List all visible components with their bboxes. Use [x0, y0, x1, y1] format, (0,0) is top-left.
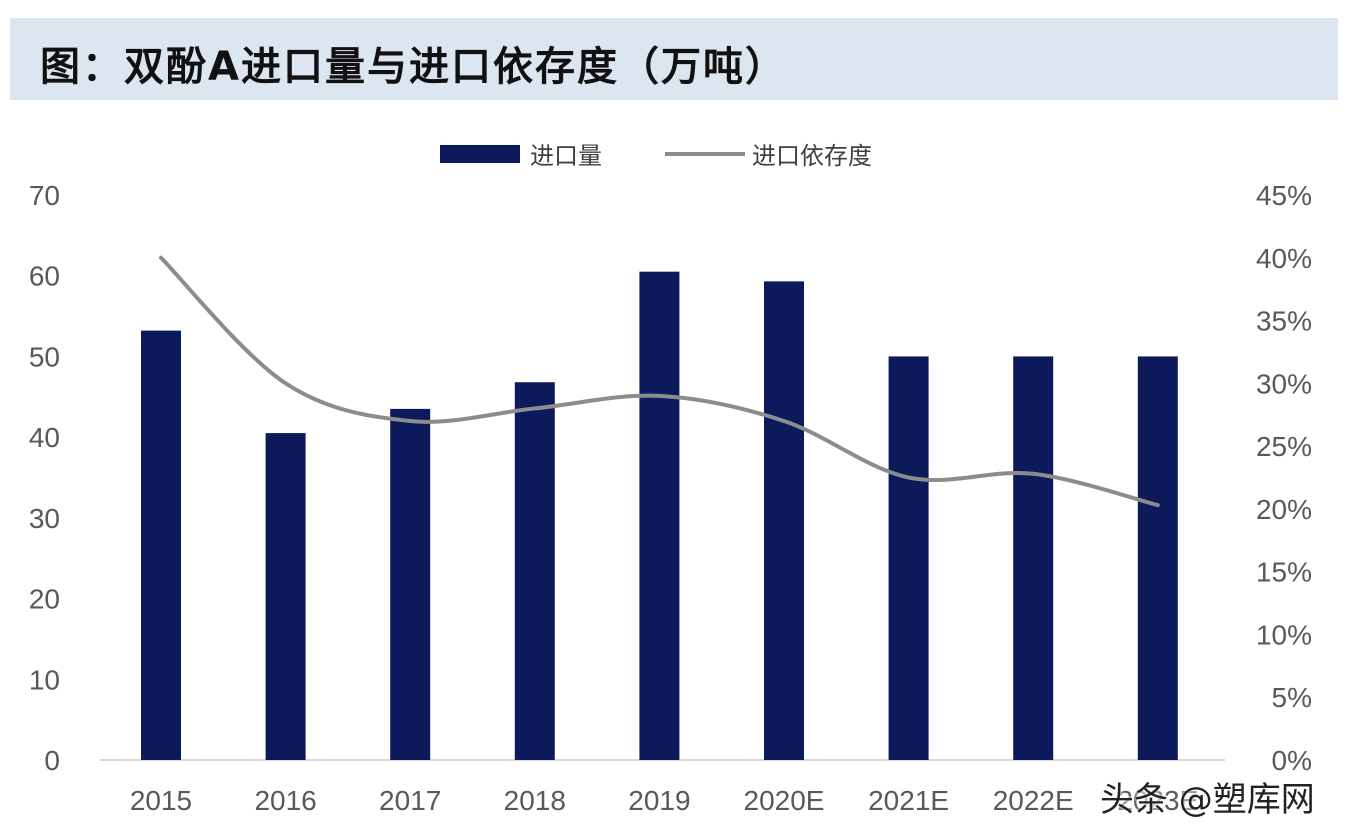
y-left-tick-label: 30: [29, 503, 60, 534]
legend-label-dependency: 进口依存度: [752, 142, 872, 170]
legend-swatch-bar: [440, 145, 520, 163]
y-left-tick-label: 40: [29, 422, 60, 453]
x-tick-label: 2022E: [993, 785, 1074, 816]
y-right-tick-label: 5%: [1272, 682, 1312, 713]
bar: [390, 408, 431, 760]
y-right-tick-label: 25%: [1256, 431, 1312, 462]
line-series-dependency: [159, 255, 1160, 508]
y-right-tick-label: 0%: [1272, 745, 1312, 776]
y-left-tick-label: 50: [29, 341, 60, 372]
x-tick-label: 2021E: [868, 785, 949, 816]
bar: [888, 356, 929, 760]
dependency-line: [159, 255, 1160, 508]
y-left-tick-label: 0: [44, 745, 60, 776]
legend-label-imports: 进口量: [530, 142, 602, 170]
y-right-tick-label: 10%: [1256, 619, 1312, 650]
bar: [265, 433, 306, 760]
y-left-tick-label: 20: [29, 584, 60, 615]
y-right-tick-label: 35%: [1256, 306, 1312, 337]
y-left-axis: 0 10 20 30 40 50 60 70: [29, 180, 60, 776]
bar: [764, 281, 804, 760]
y-right-tick-label: 45%: [1256, 180, 1312, 211]
y-right-axis: 0% 5% 10% 15% 20% 25% 30% 35% 40% 45%: [1256, 180, 1312, 776]
watermark: 头条 @塑库网: [1100, 780, 1315, 820]
y-right-tick-label: 30%: [1256, 368, 1312, 399]
x-tick-label: 2023E: [1117, 785, 1198, 816]
bar: [1137, 356, 1178, 760]
bar: [639, 271, 680, 760]
y-right-tick-label: 40%: [1256, 243, 1312, 274]
x-tick-label: 2016: [254, 785, 316, 816]
legend: 进口量 进口依存度: [440, 142, 872, 170]
x-tick-label: 2019: [628, 785, 690, 816]
chart-title: 图：双酚A进口量与进口依存度（万吨）: [40, 44, 787, 90]
bar: [1013, 356, 1054, 760]
x-tick-label: 2020E: [744, 785, 825, 816]
y-left-tick-label: 60: [29, 261, 60, 292]
title-bar: 图：双酚A进口量与进口依存度（万吨）: [10, 18, 1338, 100]
bar-series-imports: [141, 271, 1178, 760]
bar: [514, 382, 555, 760]
x-tick-label: 2018: [504, 785, 566, 816]
x-tick-label: 2015: [130, 785, 192, 816]
y-left-tick-label: 70: [29, 180, 60, 211]
x-axis: 2015 2016 2017 2018 2019 2020E 2021E 2022E 2023E: [130, 785, 1198, 816]
y-right-tick-label: 20%: [1256, 494, 1312, 525]
bar: [141, 330, 181, 760]
y-left-tick-label: 10: [29, 664, 60, 695]
x-tick-label: 2017: [379, 785, 441, 816]
y-right-tick-label: 15%: [1256, 557, 1312, 588]
